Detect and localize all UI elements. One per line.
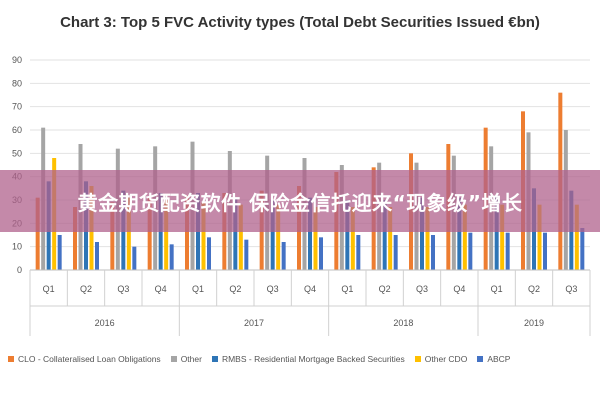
legend-label: CLO - Collateralised Loan Obligations	[18, 354, 161, 364]
legend-label: RMBS - Residential Mortgage Backed Secur…	[221, 354, 405, 364]
bar	[169, 244, 174, 270]
legend-item: ABCP	[477, 354, 510, 364]
legend-item: Other	[170, 354, 202, 364]
legend-item: Other CDO	[414, 354, 468, 364]
y-tick-label: 90	[12, 55, 22, 65]
bar	[270, 200, 275, 270]
legend-swatch	[8, 356, 14, 362]
year-label: 2018	[393, 318, 413, 328]
bar	[313, 207, 318, 270]
y-tick-label: 60	[12, 125, 22, 135]
x-tick-label: Q4	[453, 284, 465, 294]
bar	[457, 197, 462, 270]
bar	[388, 207, 393, 270]
bar	[468, 232, 473, 270]
y-tick-label: 50	[12, 148, 22, 158]
overlay-banner: 黄金期货配资软件 保险金信托迎来“现象级”增长	[0, 170, 600, 232]
x-tick-label: Q2	[229, 284, 241, 294]
x-tick-label: Q3	[416, 284, 428, 294]
legend-swatch	[170, 356, 177, 362]
bar	[276, 204, 281, 270]
bar	[308, 197, 312, 270]
bar	[233, 197, 238, 270]
x-tick-label: Q4	[304, 284, 316, 294]
legend-swatch	[211, 356, 218, 362]
bar	[164, 200, 169, 270]
chart-title: Chart 3: Top 5 FVC Activity types (Total…	[60, 14, 540, 31]
bar	[356, 235, 361, 270]
bar	[580, 228, 585, 270]
x-tick-label: Q1	[341, 284, 353, 294]
bar	[201, 202, 206, 270]
bar	[238, 204, 243, 270]
bar	[382, 200, 387, 270]
bar	[345, 200, 350, 270]
x-tick-label: Q2	[528, 284, 540, 294]
x-tick-label: Q2	[379, 284, 391, 294]
bar	[494, 195, 499, 270]
bar	[425, 207, 430, 270]
legend: CLO - Collateralised Loan Obligations Oth…	[8, 354, 598, 364]
x-axis: Q1 Q2 Q3 Q4 Q1 Q2 Q3 Q4 Q1 Q2 Q3 Q4 Q1 Q2 Q3 2016 2017 20…	[29, 269, 591, 336]
x-tick-label: Q1	[491, 284, 503, 294]
bar	[350, 207, 355, 270]
legend-swatch	[414, 356, 421, 362]
legend-label: Other CDO	[424, 354, 468, 364]
bar	[431, 235, 435, 270]
bar	[35, 197, 40, 270]
legend-label: ABCP	[487, 354, 511, 364]
bar	[126, 197, 131, 270]
x-tick-label: Q1	[43, 284, 55, 294]
bar	[95, 242, 99, 270]
y-tick-label: 80	[12, 78, 22, 88]
x-tick-label: Q2	[80, 284, 92, 294]
year-label: 2017	[244, 318, 264, 328]
y-tick-label: 70	[12, 102, 22, 112]
y-tick-label: 0	[17, 265, 22, 275]
x-tick-label: Q4	[155, 284, 167, 294]
bar	[57, 235, 62, 270]
bar	[185, 195, 189, 270]
bar	[319, 237, 323, 270]
bar	[73, 207, 77, 270]
x-tick-label: Q1	[192, 284, 204, 294]
bar	[543, 232, 547, 270]
year-label: 2016	[95, 318, 115, 328]
bar	[420, 197, 424, 270]
bar	[462, 204, 467, 270]
legend-item: CLO - Collateralised Loan Obligations	[8, 354, 161, 364]
legend-item: RMBS - Residential Mortgage Backed Secur…	[211, 354, 405, 364]
y-tick-label: 10	[12, 242, 22, 252]
bar	[281, 242, 286, 270]
x-tick-label: Q3	[267, 284, 279, 294]
legend-label: Other	[180, 354, 202, 364]
x-tick-label: Q3	[117, 284, 129, 294]
bar	[110, 202, 115, 270]
x-tick-label: Q3	[565, 284, 577, 294]
bar	[505, 232, 510, 270]
year-label: 2019	[524, 318, 544, 328]
bar	[574, 204, 579, 270]
bar	[393, 235, 398, 270]
bar	[537, 204, 542, 270]
bar	[500, 204, 505, 270]
bar	[132, 246, 137, 270]
bar	[207, 237, 211, 270]
legend-swatch	[477, 356, 484, 362]
y-axis-ticks: 0102030405060708090	[12, 55, 22, 275]
bar	[147, 197, 152, 270]
bar	[244, 239, 249, 270]
